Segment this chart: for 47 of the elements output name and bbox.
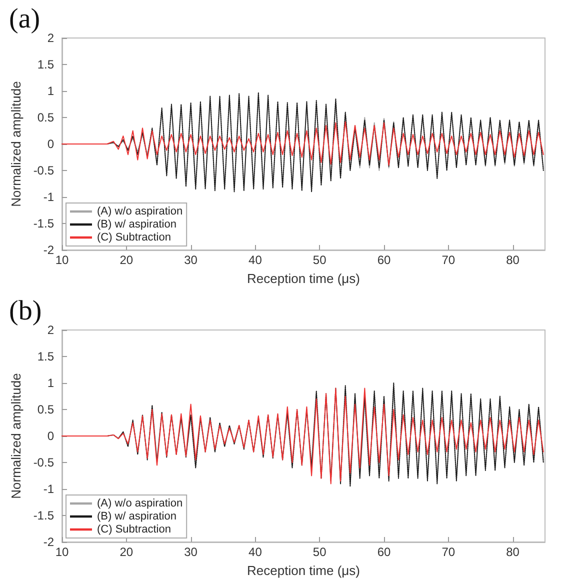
x-tick-label: 30 [184,253,198,267]
x-tick-label: 40 [248,253,262,267]
y-tick-label: 0.5 [37,110,54,124]
legend-label: (B) w/ aspiration [97,510,176,522]
y-tick-label: -1.5 [33,216,54,230]
legend-label: (C) Subtraction [97,524,171,536]
legend-label: (C) Subtraction [97,232,171,244]
x-tick-label: 40 [248,545,262,559]
y-tick-label: 1.5 [37,58,54,72]
y-tick-label: -1 [43,482,54,496]
y-tick-label: 0.5 [37,402,54,416]
x-tick-label: 80 [506,545,520,559]
x-tick-label: 80 [506,253,520,267]
y-axis-title: Normalized amplitude [8,81,24,207]
y-tick-label: 1 [47,84,54,98]
x-tick-label: 20 [120,253,134,267]
y-tick-label: 0 [47,137,54,151]
y-axis-title: Normalized amplitude [8,373,24,499]
line-series [62,121,544,166]
x-tick-label: 20 [120,545,134,559]
y-tick-label: -1 [43,190,54,204]
x-tick-label: 60 [377,253,391,267]
legend-label: (B) w/ aspiration [97,218,176,230]
y-tick-label: -0.5 [33,456,54,470]
x-axis-title: Reception time (μs) [247,563,360,578]
y-tick-label: 0 [47,429,54,443]
y-tick-label: -0.5 [33,164,54,178]
x-axis-title: Reception time (μs) [247,271,360,286]
x-tick-label: 10 [55,253,69,267]
x-tick-label: 70 [442,253,456,267]
x-tick-label: 30 [184,545,198,559]
x-tick-label: 10 [55,545,69,559]
x-tick-label: 50 [312,545,327,559]
legend-label: (A) w/o aspiration [97,498,183,510]
chart-title: (b) [9,296,42,326]
legend-label: (A) w/o aspiration [97,206,183,218]
x-tick-label: 50 [312,253,327,267]
y-tick-label: -2 [43,243,54,257]
y-tick-label: 2 [47,323,54,337]
x-tick-label: 70 [442,545,456,559]
y-tick-label: 1 [47,376,54,390]
x-tick-label: 60 [377,545,391,559]
y-tick-label: 1.5 [37,350,54,364]
chart-title: (a) [9,4,40,34]
y-tick-label: -1.5 [33,508,54,522]
y-tick-label: -2 [43,535,54,549]
y-tick-label: 2 [47,31,54,45]
